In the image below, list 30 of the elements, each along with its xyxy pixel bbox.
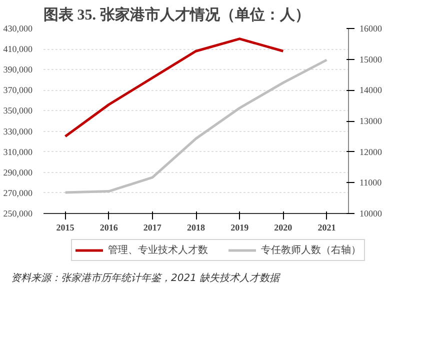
y-tick-label: 330,000 [3,126,33,136]
y-tick-label: 370,000 [3,85,33,96]
line-series [64,38,284,138]
y2-tick-label: 10000 [360,208,382,218]
y2-tick-label: 11000 [360,178,382,188]
y-tick-label: 270,000 [3,188,33,198]
legend-label: 管理、专业技术人才数 [108,244,208,257]
y2-tick-label: 13000 [360,116,382,126]
y2-tick-label: 12000 [360,146,382,157]
x-tick-label: 2017 [143,222,162,232]
y-tick-label: 250,000 [3,208,33,218]
x-tick-label: 2015 [56,222,75,232]
x-tick-label: 2020 [274,222,293,232]
x-tick-label: 2019 [230,222,250,232]
chart-title: 图表 35. 张家港市人才情况（单位：人） [44,6,310,24]
line-series [64,58,328,194]
y-tick-label: 310,000 [3,146,33,157]
y2-tick-label: 15000 [360,54,382,64]
y-tick-label: 410,000 [3,44,33,54]
y-tick-label: 390,000 [3,64,33,75]
y-tick-label: 350,000 [3,106,33,116]
y2-tick-label: 14000 [360,85,382,96]
y-tick-label: 430,000 [3,24,33,34]
y2-tick-label: 16000 [360,24,382,34]
x-tick-label: 2018 [187,222,206,232]
x-tick-label: 2016 [100,222,118,232]
legend-label: 专任教师人数（右轴） [261,244,361,257]
x-tick-label: 2021 [318,222,336,232]
y-tick-label: 290,000 [3,167,33,178]
text: 资料来源：张家港市历年统计年鉴，2021 缺失技术人才数据 [11,272,280,286]
